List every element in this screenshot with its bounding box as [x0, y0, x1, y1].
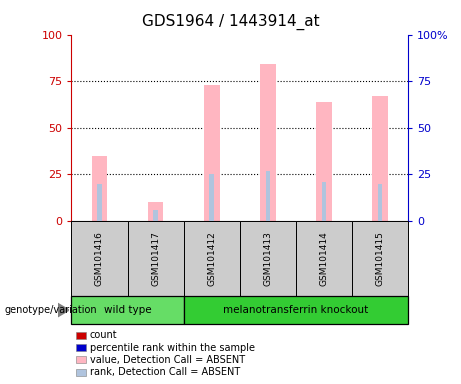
- Bar: [209, 174, 214, 221]
- Text: rank, Detection Call = ABSENT: rank, Detection Call = ABSENT: [90, 367, 240, 377]
- Bar: [316, 102, 332, 221]
- Text: value, Detection Call = ABSENT: value, Detection Call = ABSENT: [90, 355, 245, 365]
- Bar: [92, 156, 107, 221]
- Text: GSM101416: GSM101416: [95, 231, 104, 286]
- Bar: [148, 202, 164, 221]
- Text: GSM101413: GSM101413: [263, 231, 272, 286]
- Bar: [97, 184, 102, 221]
- Text: wild type: wild type: [104, 305, 151, 315]
- Bar: [204, 85, 219, 221]
- Text: GSM101415: GSM101415: [375, 231, 384, 286]
- Bar: [266, 170, 270, 221]
- Bar: [322, 182, 326, 221]
- Text: GSM101417: GSM101417: [151, 231, 160, 286]
- Text: genotype/variation: genotype/variation: [5, 305, 97, 315]
- Bar: [378, 184, 382, 221]
- Bar: [260, 65, 276, 221]
- Text: GDS1964 / 1443914_at: GDS1964 / 1443914_at: [142, 13, 319, 30]
- Text: percentile rank within the sample: percentile rank within the sample: [90, 343, 255, 353]
- Polygon shape: [58, 303, 69, 317]
- Text: GSM101412: GSM101412: [207, 231, 216, 286]
- Text: count: count: [90, 330, 118, 340]
- Bar: [154, 210, 158, 221]
- Text: GSM101414: GSM101414: [319, 231, 328, 286]
- Bar: [372, 96, 388, 221]
- Text: melanotransferrin knockout: melanotransferrin knockout: [223, 305, 368, 315]
